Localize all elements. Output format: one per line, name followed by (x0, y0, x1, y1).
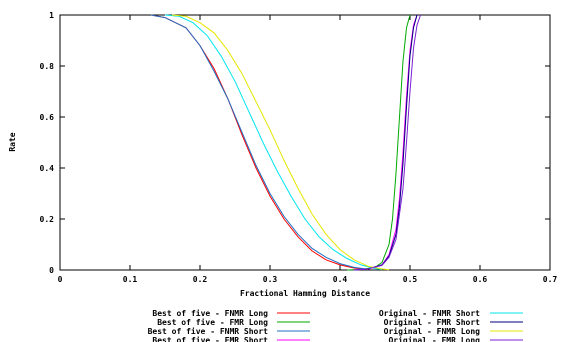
x-axis-label: Fractional Hamming Distance (240, 288, 370, 298)
plot-area-border (59, 14, 551, 271)
x-tick-labels: 0 0.1 0.2 0.3 0.4 0.5 0.6 0.7 (58, 275, 558, 284)
y-tick-label: 1 (49, 11, 54, 20)
axis-ticks (59, 14, 551, 271)
series-line-4 (353, 14, 418, 271)
legend-label: Best of five - FNMR Long (152, 308, 268, 318)
y-tick-label: 0 (49, 266, 54, 275)
series-line-2 (346, 14, 411, 271)
x-tick-label: 0.7 (543, 275, 558, 284)
x-tick-label: 0.4 (333, 275, 348, 284)
legend-label: Best of five - FMR Short (152, 335, 268, 342)
x-tick-label: 0.6 (473, 275, 488, 284)
legend-label: Original - FNMR Short (379, 308, 480, 318)
y-axis-label: Rate (8, 132, 17, 151)
y-tick-label: 0.6 (40, 113, 55, 122)
x-tick-label: 0 (58, 275, 63, 284)
plot-frame (59, 14, 551, 271)
legend-label: Original - FMR Long (388, 335, 480, 342)
legend-label: Original - FMR Short (384, 317, 481, 327)
y-tick-label: 0.4 (40, 164, 55, 173)
y-tick-labels: 0 0.2 0.4 0.6 0.8 1 (40, 11, 55, 275)
series-line-7 (171, 14, 390, 271)
series-lines (150, 14, 421, 271)
series-line-8 (353, 14, 421, 271)
series-line-5 (164, 14, 383, 270)
legend-label: Best of five - FNMR Short (148, 326, 269, 336)
x-tick-label: 0.3 (263, 275, 278, 284)
x-tick-label: 0.1 (123, 275, 138, 284)
series-line-3 (150, 14, 369, 270)
legend-label: Original - FNMR Long (384, 326, 481, 336)
x-tick-label: 0.2 (193, 275, 208, 284)
y-tick-label: 0.8 (40, 62, 55, 71)
legend-label: Best of five - FMR Long (157, 317, 268, 327)
x-tick-label: 0.5 (403, 275, 418, 284)
series-line-6 (353, 14, 418, 271)
series-line-1 (150, 14, 369, 270)
y-tick-label: 0.2 (40, 215, 55, 224)
